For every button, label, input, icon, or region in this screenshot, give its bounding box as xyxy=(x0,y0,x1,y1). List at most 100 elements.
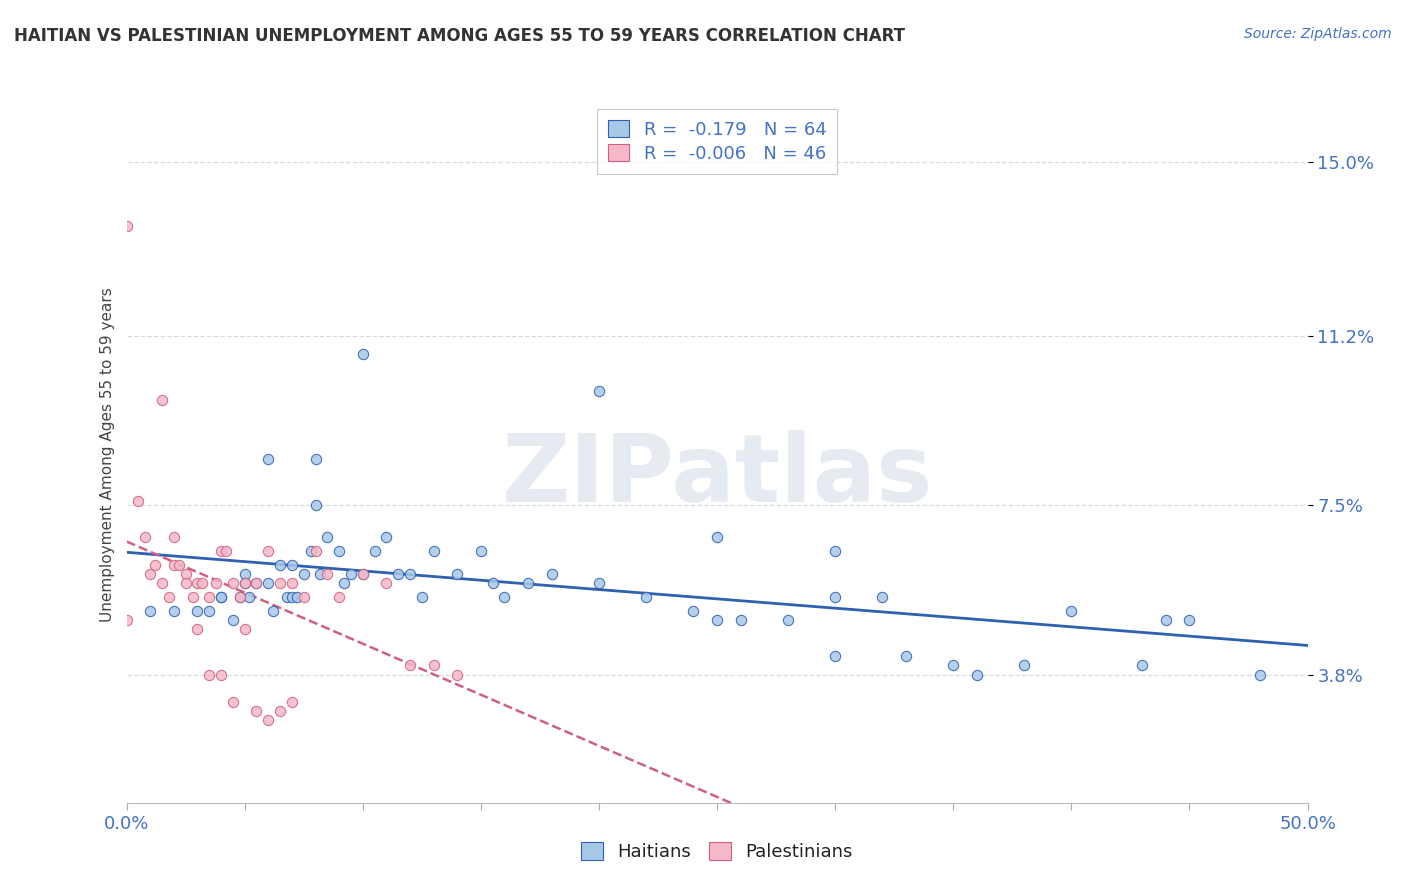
Point xyxy=(245,704,267,718)
Point xyxy=(824,544,846,558)
Point xyxy=(1130,658,1153,673)
Point xyxy=(776,613,799,627)
Point xyxy=(209,590,232,604)
Point xyxy=(299,544,322,558)
Point xyxy=(229,590,252,604)
Point xyxy=(233,576,256,591)
Point xyxy=(209,667,232,681)
Point xyxy=(281,695,304,709)
Y-axis label: Unemployment Among Ages 55 to 59 years: Unemployment Among Ages 55 to 59 years xyxy=(100,287,115,623)
Point xyxy=(127,493,149,508)
Point xyxy=(167,558,190,572)
Point xyxy=(422,658,444,673)
Point xyxy=(540,566,562,581)
Point xyxy=(115,219,138,233)
Point xyxy=(588,384,610,398)
Point xyxy=(824,590,846,604)
Point xyxy=(966,667,988,681)
Point xyxy=(198,667,221,681)
Point xyxy=(399,566,422,581)
Point xyxy=(636,590,658,604)
Point xyxy=(157,590,180,604)
Point xyxy=(387,566,409,581)
Point xyxy=(494,590,516,604)
Point xyxy=(257,576,280,591)
Point xyxy=(198,590,221,604)
Point xyxy=(215,544,238,558)
Point xyxy=(588,576,610,591)
Point xyxy=(269,558,291,572)
Point xyxy=(1012,658,1035,673)
Point xyxy=(222,613,245,627)
Point xyxy=(222,576,245,591)
Point xyxy=(233,622,256,636)
Point xyxy=(340,566,363,581)
Point xyxy=(375,530,398,544)
Point xyxy=(139,566,162,581)
Point xyxy=(352,566,374,581)
Point xyxy=(328,590,350,604)
Point xyxy=(269,704,291,718)
Point xyxy=(363,544,385,558)
Point xyxy=(245,576,267,591)
Point xyxy=(399,658,422,673)
Point xyxy=(1154,613,1177,627)
Point xyxy=(894,649,917,664)
Point xyxy=(352,347,374,361)
Point xyxy=(198,603,221,617)
Point xyxy=(222,695,245,709)
Point xyxy=(163,530,186,544)
Point xyxy=(262,603,284,617)
Point xyxy=(186,576,208,591)
Point xyxy=(257,714,280,728)
Point xyxy=(352,566,374,581)
Point xyxy=(281,590,304,604)
Point xyxy=(706,530,728,544)
Point xyxy=(163,558,186,572)
Point xyxy=(304,544,326,558)
Point xyxy=(257,452,280,467)
Point xyxy=(134,530,156,544)
Point xyxy=(1060,603,1083,617)
Point xyxy=(517,576,540,591)
Point xyxy=(209,544,232,558)
Point xyxy=(163,603,186,617)
Point xyxy=(333,576,356,591)
Point xyxy=(285,590,308,604)
Point xyxy=(292,590,315,604)
Point xyxy=(257,544,280,558)
Point xyxy=(186,622,208,636)
Point xyxy=(706,613,728,627)
Point xyxy=(276,590,298,604)
Point xyxy=(143,558,166,572)
Point xyxy=(281,558,304,572)
Point xyxy=(233,576,256,591)
Point xyxy=(309,566,332,581)
Text: Source: ZipAtlas.com: Source: ZipAtlas.com xyxy=(1244,27,1392,41)
Point xyxy=(1249,667,1271,681)
Point xyxy=(304,452,326,467)
Point xyxy=(233,566,256,581)
Point xyxy=(481,576,503,591)
Point xyxy=(328,544,350,558)
Point xyxy=(150,392,173,407)
Point xyxy=(115,613,138,627)
Legend: Haitians, Palestinians: Haitians, Palestinians xyxy=(572,833,862,871)
Point xyxy=(470,544,492,558)
Point xyxy=(1178,613,1201,627)
Point xyxy=(942,658,965,673)
Point xyxy=(139,603,162,617)
Point xyxy=(245,576,267,591)
Point xyxy=(292,566,315,581)
Point xyxy=(682,603,704,617)
Point xyxy=(446,566,468,581)
Point xyxy=(174,566,197,581)
Point xyxy=(730,613,752,627)
Point xyxy=(304,498,326,512)
Point xyxy=(174,576,197,591)
Point xyxy=(181,590,204,604)
Point xyxy=(422,544,444,558)
Point xyxy=(824,649,846,664)
Point xyxy=(281,576,304,591)
Text: HAITIAN VS PALESTINIAN UNEMPLOYMENT AMONG AGES 55 TO 59 YEARS CORRELATION CHART: HAITIAN VS PALESTINIAN UNEMPLOYMENT AMON… xyxy=(14,27,905,45)
